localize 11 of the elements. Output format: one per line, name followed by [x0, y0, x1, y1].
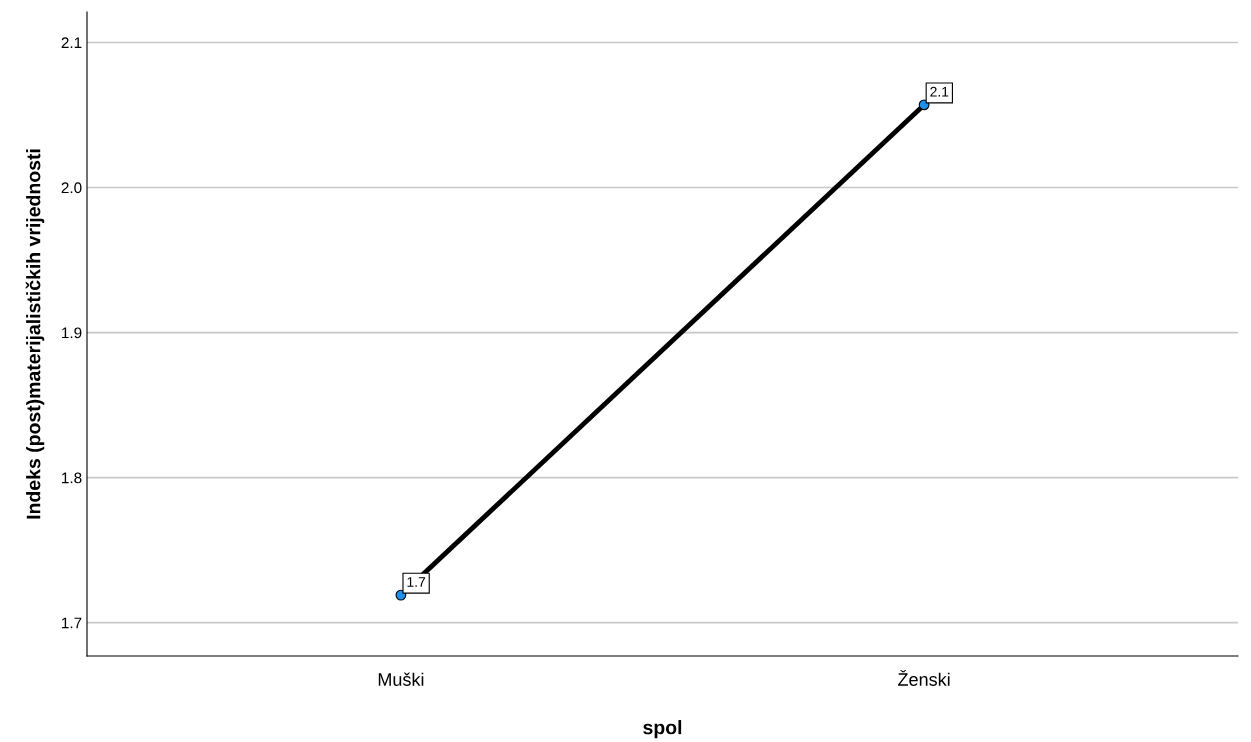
x-tick-label: Muški	[378, 672, 424, 686]
y-tick-label: 2.1	[61, 37, 82, 48]
x-axis-title: spol	[643, 720, 682, 739]
y-tick-label: 2.0	[61, 182, 82, 194]
y-tick-label: 1.8	[62, 472, 82, 484]
y-axis-title: Indeks (post)materijalističkih vrijednosti	[25, 149, 45, 519]
y-tick-label: 1.7	[62, 617, 82, 629]
data-label: 2.1	[930, 86, 949, 97]
y-tick-label: 1.9	[62, 327, 82, 339]
data-label: 1.7	[407, 577, 426, 587]
x-tick-label: Ženski	[898, 669, 950, 686]
